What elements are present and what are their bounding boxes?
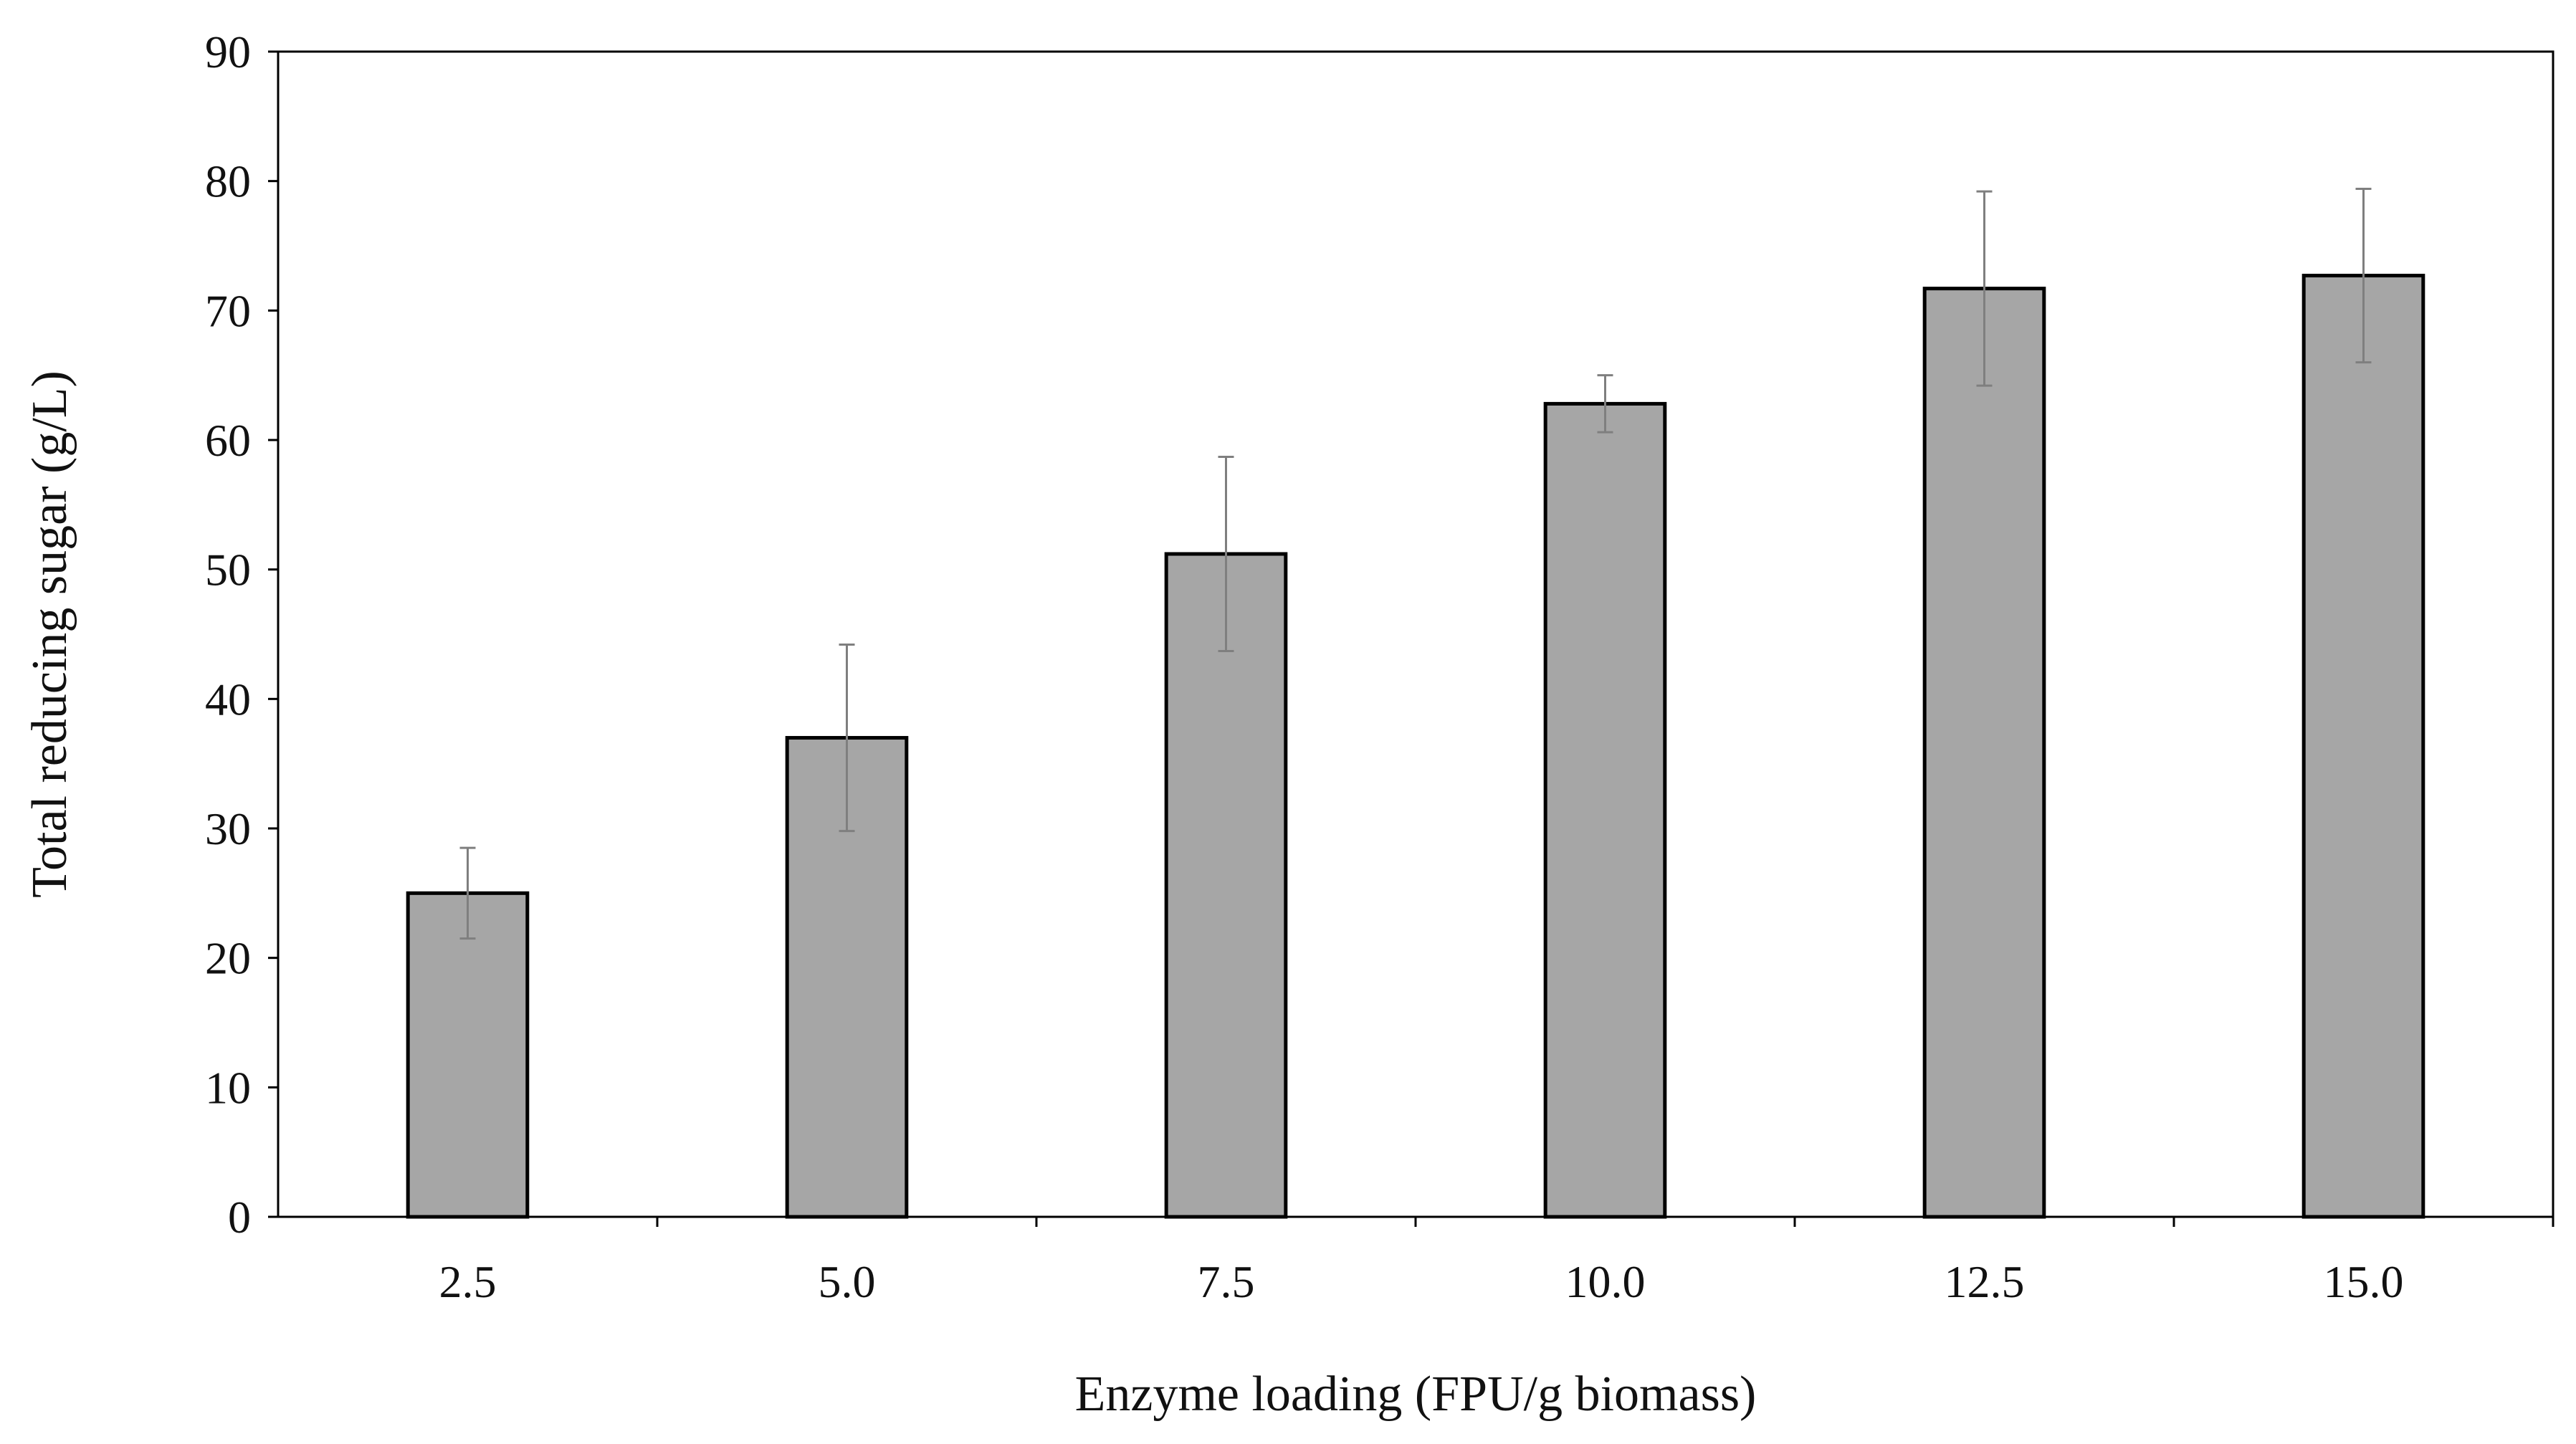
y-tick-label: 10 — [205, 1062, 251, 1113]
x-axis-label: Enzyme loading (FPU/g biomass) — [1075, 1367, 1757, 1422]
error-bar — [2355, 188, 2372, 364]
x-tick-label: 5.0 — [819, 1256, 876, 1307]
error-bar — [839, 643, 855, 833]
error-bar — [1976, 190, 1993, 387]
y-tick-label: 70 — [205, 285, 251, 336]
bar — [1922, 287, 2046, 1219]
x-tick-label: 12.5 — [1945, 1256, 2025, 1307]
y-tick-label: 90 — [205, 27, 251, 77]
x-tick-label: 2.5 — [439, 1256, 497, 1307]
y-axis-ticks: 0 10 20 30 40 50 60 70 80 90 — [205, 27, 278, 1243]
y-tick-label: 60 — [205, 415, 251, 466]
x-tick-label: 7.5 — [1198, 1256, 1255, 1307]
y-tick-label: 40 — [205, 674, 251, 725]
x-tick-label: 10.0 — [1565, 1256, 1646, 1307]
bar — [406, 891, 530, 1219]
x-tick-label: 15.0 — [2324, 1256, 2404, 1307]
bar — [1543, 401, 1667, 1219]
error-bar — [1218, 455, 1234, 652]
y-tick-label: 30 — [205, 803, 251, 854]
bar — [2301, 274, 2425, 1219]
plot-area — [277, 50, 2554, 1218]
y-tick-label: 0 — [228, 1192, 251, 1243]
bar — [1164, 552, 1288, 1219]
error-bar — [459, 846, 476, 940]
y-tick-label: 80 — [205, 156, 251, 207]
error-bar — [1597, 374, 1613, 434]
y-tick-label: 20 — [205, 933, 251, 984]
y-tick-label: 50 — [205, 545, 251, 596]
error-bars-layer — [459, 188, 2372, 940]
y-axis-label: Total reducing sugar (g/L) — [22, 370, 77, 898]
bars-layer — [406, 274, 2425, 1219]
x-axis-ticks: 2.5 5.0 7.5 10.0 12.5 15.0 — [439, 1217, 2554, 1307]
